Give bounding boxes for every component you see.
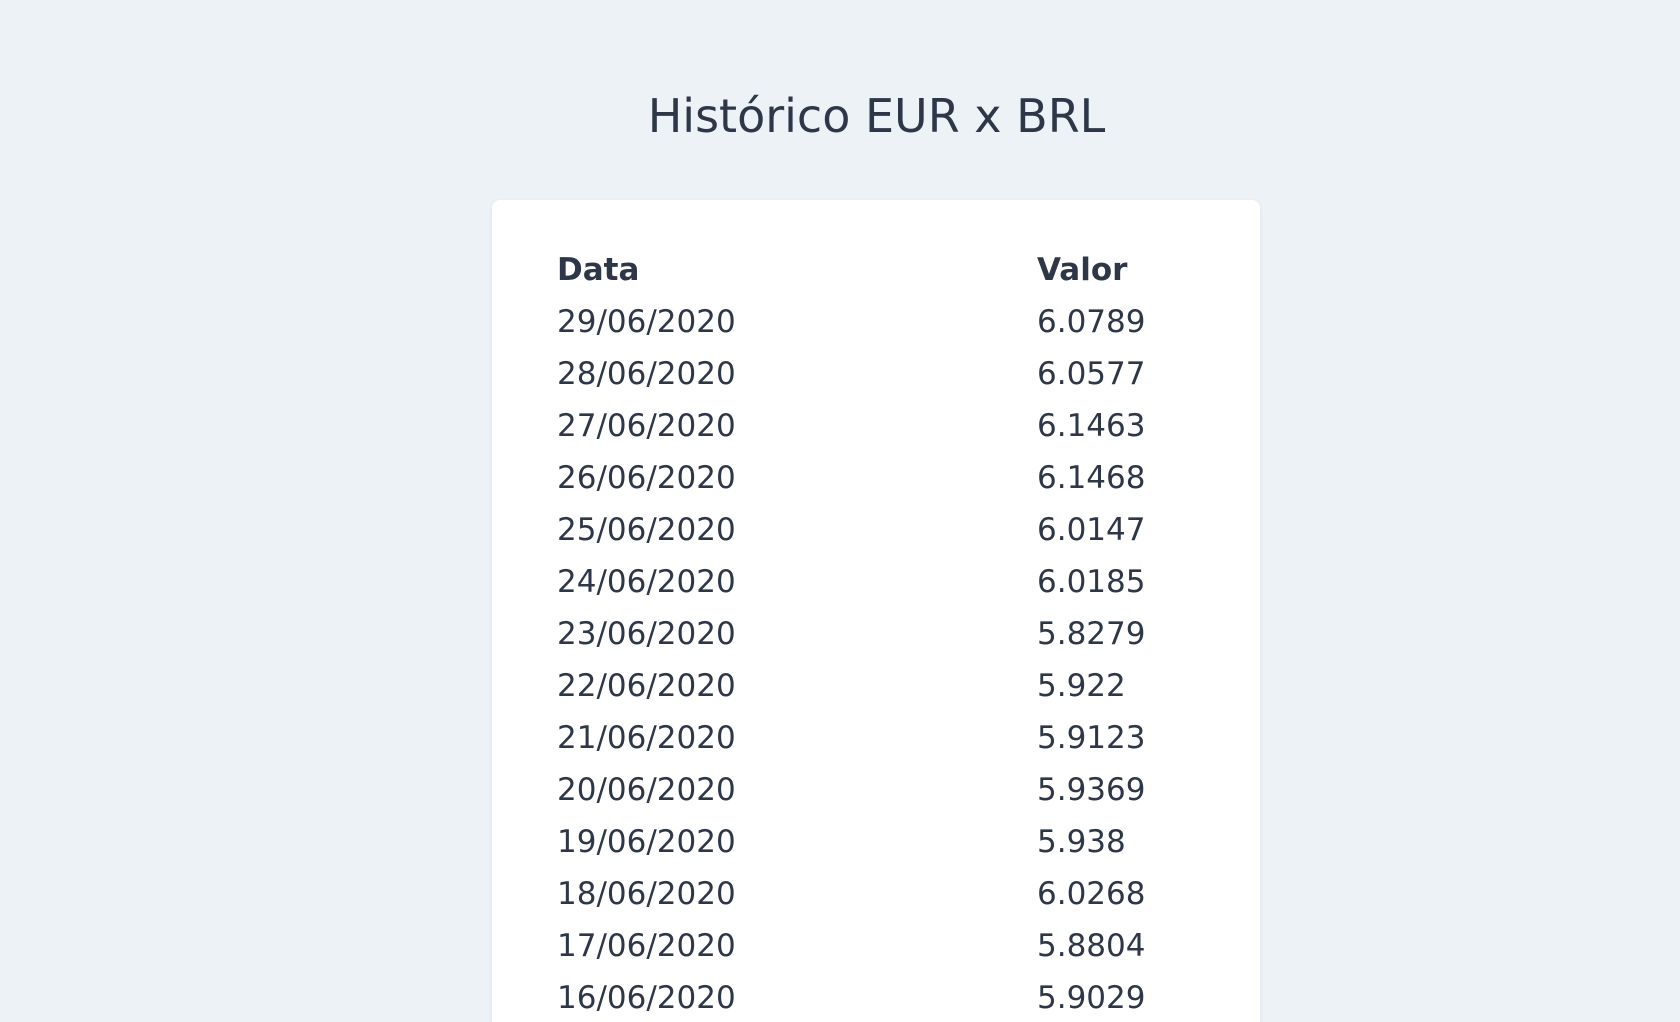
date-cell: 20/06/2020 <box>557 772 736 808</box>
table-row: 24/06/2020 6.0185 <box>557 556 1237 608</box>
table-row: 18/06/2020 6.0268 <box>557 868 1237 920</box>
date-column-header: Data <box>557 252 640 288</box>
table-row: 25/06/2020 6.0147 <box>557 504 1237 556</box>
table-body: 29/06/2020 6.0789 28/06/2020 6.0577 27/06/… <box>557 296 1237 1022</box>
table-row: 27/06/2020 6.1463 <box>557 400 1237 452</box>
value-column-header: Valor <box>1037 252 1128 288</box>
value-cell: 6.0147 <box>1037 512 1146 548</box>
table-row: 29/06/2020 6.0789 <box>557 296 1237 348</box>
value-cell: 5.8279 <box>1037 616 1146 652</box>
date-cell: 19/06/2020 <box>557 824 736 860</box>
table-header-row: Data Valor <box>557 244 1237 296</box>
history-table: Data Valor 29/06/2020 6.0789 28/06/2020 6.… <box>557 244 1237 1022</box>
date-cell: 18/06/2020 <box>557 876 736 912</box>
date-cell: 24/06/2020 <box>557 564 736 600</box>
page-title: Histórico EUR x BRL <box>647 89 1106 143</box>
date-cell: 27/06/2020 <box>557 408 736 444</box>
date-cell: 25/06/2020 <box>557 512 736 548</box>
value-cell: 6.0789 <box>1037 304 1146 340</box>
table-row: 19/06/2020 5.938 <box>557 816 1237 868</box>
value-cell: 5.9123 <box>1037 720 1146 756</box>
value-cell: 5.938 <box>1037 824 1126 860</box>
table-row: 21/06/2020 5.9123 <box>557 712 1237 764</box>
date-cell: 17/06/2020 <box>557 928 736 964</box>
value-cell: 6.0577 <box>1037 356 1146 392</box>
value-cell: 5.9369 <box>1037 772 1146 808</box>
value-cell: 5.9029 <box>1037 980 1146 1016</box>
date-cell: 26/06/2020 <box>557 460 736 496</box>
table-row: 23/06/2020 5.8279 <box>557 608 1237 660</box>
value-cell: 6.0185 <box>1037 564 1146 600</box>
date-cell: 23/06/2020 <box>557 616 736 652</box>
date-cell: 28/06/2020 <box>557 356 736 392</box>
value-cell: 5.8804 <box>1037 928 1146 964</box>
history-card: Data Valor 29/06/2020 6.0789 28/06/2020 6.… <box>492 200 1260 1022</box>
table-row: 22/06/2020 5.922 <box>557 660 1237 712</box>
value-cell: 6.1468 <box>1037 460 1146 496</box>
table-row: 28/06/2020 6.0577 <box>557 348 1237 400</box>
table-row: 20/06/2020 5.9369 <box>557 764 1237 816</box>
table-row: 16/06/2020 5.9029 <box>557 972 1237 1022</box>
date-cell: 21/06/2020 <box>557 720 736 756</box>
table-row: 17/06/2020 5.8804 <box>557 920 1237 972</box>
value-cell: 6.1463 <box>1037 408 1146 444</box>
date-cell: 29/06/2020 <box>557 304 736 340</box>
date-cell: 16/06/2020 <box>557 980 736 1016</box>
date-cell: 22/06/2020 <box>557 668 736 704</box>
table-row: 26/06/2020 6.1468 <box>557 452 1237 504</box>
value-cell: 5.922 <box>1037 668 1126 704</box>
value-cell: 6.0268 <box>1037 876 1146 912</box>
